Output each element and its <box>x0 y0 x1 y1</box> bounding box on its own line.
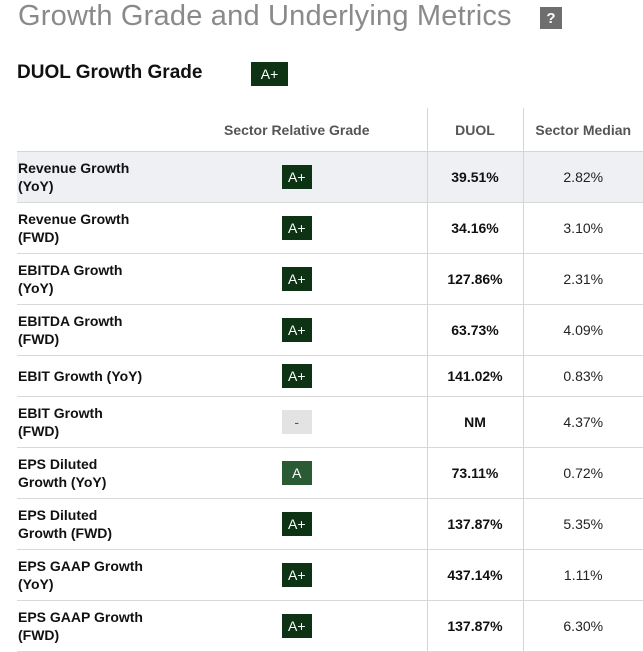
sector-median-value: 2.31% <box>523 253 643 305</box>
duol-value: 137.87% <box>426 498 524 550</box>
metric-column-header <box>17 108 167 152</box>
table-row: EBITDA Growth (FWD) A+ 63.73% 4.09% <box>17 304 643 356</box>
metric-name: EPS Diluted Growth (YoY) <box>17 447 167 499</box>
metric-name-line: Growth (YoY) <box>18 474 107 490</box>
sector-median-value: 0.72% <box>523 447 643 499</box>
metric-name: EBIT Growth (YoY) <box>17 355 167 397</box>
metric-name: EPS GAAP Growth (YoY) <box>17 549 167 601</box>
metric-name: Revenue Growth (FWD) <box>17 202 167 254</box>
sector-grade-cell: A+ <box>167 202 427 254</box>
table-row: EPS GAAP Growth (YoY) A+ 437.14% 1.11% <box>17 549 643 601</box>
duol-value: NM <box>426 396 524 448</box>
table-row: EPS Diluted Growth (YoY) A 73.11% 0.72% <box>17 447 643 499</box>
grade-badge: A+ <box>281 165 312 189</box>
metric-name-line: EBIT Growth <box>18 405 103 421</box>
metric-name-line: EPS Diluted <box>18 507 98 523</box>
metric-name-line: (YoY) <box>18 178 54 194</box>
duol-value: 137.87% <box>426 600 524 652</box>
metric-name-line: Revenue Growth <box>18 160 130 176</box>
metric-name-line: (FWD) <box>18 627 60 643</box>
sector-median-value: 1.11% <box>523 549 643 601</box>
metric-name: EPS Diluted Growth (FWD) <box>17 498 167 550</box>
metric-name-line: (FWD) <box>18 229 60 245</box>
sector-median-header[interactable]: Sector Median <box>523 108 643 152</box>
grade-badge: A+ <box>281 216 312 240</box>
duol-value: 34.16% <box>426 202 524 254</box>
metric-name: Revenue Growth (YoY) <box>17 151 167 203</box>
sector-grade-cell: A+ <box>167 355 427 397</box>
sector-median-value: 4.09% <box>523 304 643 356</box>
sector-grade-cell: A+ <box>167 253 427 305</box>
metric-name-line: Revenue Growth <box>18 211 130 227</box>
metric-name: EBITDA Growth (YoY) <box>17 253 167 305</box>
metric-name-line: Growth (FWD) <box>18 525 113 541</box>
metric-name-line: EBITDA Growth <box>18 313 123 329</box>
sector-median-value: 3.10% <box>523 202 643 254</box>
metric-name-line: (FWD) <box>18 423 60 439</box>
table-row: EPS Diluted Growth (FWD) A+ 137.87% 5.35% <box>17 498 643 550</box>
table-row: EBIT Growth (YoY) A+ 141.02% 0.83% <box>17 355 643 397</box>
sector-median-value: 4.37% <box>523 396 643 448</box>
metric-name-line: EPS GAAP Growth <box>18 558 143 574</box>
overall-grade-badge: A+ <box>251 62 288 86</box>
duol-value: 437.14% <box>426 549 524 601</box>
table-row: EBIT Growth (FWD) - NM 4.37% <box>17 396 643 448</box>
sector-relative-grade-header[interactable]: Sector Relative Grade <box>167 108 427 152</box>
metric-name: EBITDA Growth (FWD) <box>17 304 167 356</box>
duol-value: 141.02% <box>426 355 524 397</box>
duol-value: 39.51% <box>426 151 524 203</box>
metric-name-line: EPS Diluted <box>18 456 98 472</box>
duol-value: 63.73% <box>426 304 524 356</box>
grade-badge: A <box>281 461 312 485</box>
table-row: EPS GAAP Growth (FWD) A+ 137.87% 6.30% <box>17 600 643 652</box>
grade-badge: A+ <box>281 267 312 291</box>
table-row: Revenue Growth (YoY) A+ 39.51% 2.82% <box>17 151 643 203</box>
metrics-table: Sector Relative Grade DUOL Sector Median… <box>17 108 643 652</box>
duol-value: 73.11% <box>426 447 524 499</box>
grade-badge: A+ <box>281 614 312 638</box>
sector-grade-cell: A+ <box>167 549 427 601</box>
sector-median-value: 6.30% <box>523 600 643 652</box>
duol-column-header[interactable]: DUOL <box>426 108 524 152</box>
sector-grade-cell: A+ <box>167 304 427 356</box>
metric-name: EPS GAAP Growth (FWD) <box>17 600 167 652</box>
grade-badge: A+ <box>281 512 312 536</box>
metric-name-line: (FWD) <box>18 331 60 347</box>
grade-badge: A+ <box>281 318 312 342</box>
metric-name: EBIT Growth (FWD) <box>17 396 167 448</box>
sector-grade-cell: A+ <box>167 600 427 652</box>
duol-value: 127.86% <box>426 253 524 305</box>
sector-median-value: 5.35% <box>523 498 643 550</box>
grade-badge: A+ <box>281 364 312 388</box>
page-title: Growth Grade and Underlying Metrics <box>18 0 512 32</box>
help-icon[interactable]: ? <box>540 7 562 29</box>
sector-median-value: 2.82% <box>523 151 643 203</box>
metric-name-line: (YoY) <box>18 280 54 296</box>
table-row: EBITDA Growth (YoY) A+ 127.86% 2.31% <box>17 253 643 305</box>
grade-badge: - <box>281 410 312 434</box>
table-header-row: Sector Relative Grade DUOL Sector Median <box>17 108 643 152</box>
metric-name-line: EPS GAAP Growth <box>18 609 143 625</box>
grade-badge: A+ <box>281 563 312 587</box>
growth-grade-heading: DUOL Growth Grade <box>17 62 203 83</box>
metric-name-line: EBIT Growth (YoY) <box>18 368 143 384</box>
metric-name-line: EBITDA Growth <box>18 262 123 278</box>
table-row: Revenue Growth (FWD) A+ 34.16% 3.10% <box>17 202 643 254</box>
sector-median-value: 0.83% <box>523 355 643 397</box>
sector-grade-cell: - <box>167 396 427 448</box>
sector-grade-cell: A+ <box>167 151 427 203</box>
metric-name-line: (YoY) <box>18 576 54 592</box>
sector-grade-cell: A+ <box>167 498 427 550</box>
sector-grade-cell: A <box>167 447 427 499</box>
